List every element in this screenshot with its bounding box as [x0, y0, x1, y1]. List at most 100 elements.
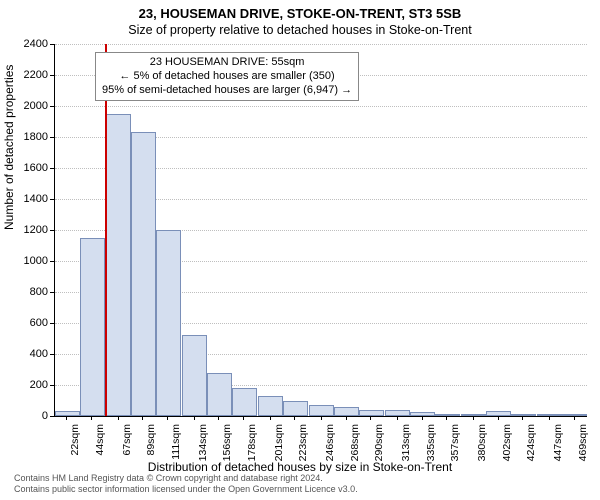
x-tick-mark	[194, 416, 195, 420]
annotation-line2: ← 5% of detached houses are smaller (350…	[102, 70, 352, 84]
gridline	[55, 106, 587, 107]
histogram-bar	[511, 414, 536, 416]
x-tick-label: 313sqm	[400, 424, 412, 464]
x-tick-label: 402sqm	[501, 424, 513, 464]
y-tick-mark	[50, 323, 54, 324]
y-tick-mark	[50, 106, 54, 107]
x-tick-mark	[66, 416, 67, 420]
histogram-bar	[207, 373, 232, 416]
footer-line2: Contains public sector information licen…	[14, 484, 358, 494]
histogram-bar	[80, 238, 105, 416]
histogram-bar	[232, 388, 257, 416]
histogram-bar	[435, 414, 460, 416]
histogram-bar	[537, 414, 562, 416]
x-tick-mark	[218, 416, 219, 420]
x-tick-label: 424sqm	[525, 424, 537, 464]
gridline	[55, 44, 587, 45]
x-tick-mark	[91, 416, 92, 420]
x-tick-mark	[473, 416, 474, 420]
x-tick-mark	[574, 416, 575, 420]
x-tick-mark	[346, 416, 347, 420]
x-tick-mark	[243, 416, 244, 420]
y-tick-mark	[50, 168, 54, 169]
y-tick-label: 400	[8, 348, 48, 360]
annotation-line1: 23 HOUSEMAN DRIVE: 55sqm	[102, 56, 352, 70]
x-tick-mark	[498, 416, 499, 420]
histogram-bar	[486, 411, 511, 416]
footer-line1: Contains HM Land Registry data © Crown c…	[14, 473, 358, 483]
annotation-box: 23 HOUSEMAN DRIVE: 55sqm ← 5% of detache…	[95, 52, 359, 101]
y-tick-mark	[50, 292, 54, 293]
y-tick-label: 1800	[8, 131, 48, 143]
chart-title: 23, HOUSEMAN DRIVE, STOKE-ON-TRENT, ST3 …	[0, 6, 600, 21]
x-tick-label: 268sqm	[349, 424, 361, 464]
x-tick-label: 156sqm	[221, 424, 233, 464]
histogram-bar	[283, 401, 308, 417]
y-tick-label: 2000	[8, 100, 48, 112]
y-tick-mark	[50, 199, 54, 200]
x-tick-label: 89sqm	[145, 424, 157, 464]
histogram-bar	[562, 414, 587, 416]
y-tick-mark	[50, 230, 54, 231]
x-tick-mark	[321, 416, 322, 420]
x-tick-label: 357sqm	[449, 424, 461, 464]
x-tick-label: 290sqm	[373, 424, 385, 464]
x-tick-mark	[370, 416, 371, 420]
chart-subtitle: Size of property relative to detached ho…	[0, 23, 600, 37]
histogram-bar	[385, 410, 410, 416]
histogram-bar	[182, 335, 207, 416]
y-tick-label: 200	[8, 379, 48, 391]
x-tick-mark	[446, 416, 447, 420]
y-axis-label: Number of detached properties	[2, 65, 16, 230]
x-tick-mark	[270, 416, 271, 420]
x-tick-mark	[294, 416, 295, 420]
y-tick-label: 1000	[8, 255, 48, 267]
histogram-bar	[461, 414, 486, 416]
footer-attribution: Contains HM Land Registry data © Crown c…	[14, 473, 358, 494]
x-tick-label: 246sqm	[324, 424, 336, 464]
x-tick-label: 447sqm	[552, 424, 564, 464]
histogram-bar	[131, 132, 156, 416]
x-tick-mark	[142, 416, 143, 420]
x-tick-mark	[422, 416, 423, 420]
y-tick-mark	[50, 261, 54, 262]
x-tick-label: 380sqm	[476, 424, 488, 464]
x-tick-label: 22sqm	[69, 424, 81, 464]
x-tick-mark	[522, 416, 523, 420]
x-tick-label: 111sqm	[170, 424, 182, 464]
y-tick-mark	[50, 75, 54, 76]
x-tick-label: 178sqm	[246, 424, 258, 464]
x-tick-mark	[397, 416, 398, 420]
y-tick-label: 0	[8, 410, 48, 422]
y-tick-label: 600	[8, 317, 48, 329]
y-tick-label: 1600	[8, 162, 48, 174]
y-tick-mark	[50, 44, 54, 45]
plot-area: 23 HOUSEMAN DRIVE: 55sqm ← 5% of detache…	[54, 44, 587, 417]
annotation-line3: 95% of semi-detached houses are larger (…	[102, 84, 352, 98]
x-tick-mark	[118, 416, 119, 420]
y-tick-label: 2200	[8, 69, 48, 81]
x-tick-label: 44sqm	[94, 424, 106, 464]
histogram-bar	[156, 230, 181, 416]
x-tick-label: 134sqm	[197, 424, 209, 464]
histogram-bar	[106, 114, 131, 416]
y-tick-label: 800	[8, 286, 48, 298]
histogram-bar	[359, 410, 384, 416]
y-tick-mark	[50, 385, 54, 386]
histogram-bar	[309, 405, 334, 416]
histogram-bar	[410, 412, 435, 416]
y-tick-mark	[50, 137, 54, 138]
y-tick-label: 1200	[8, 224, 48, 236]
x-tick-mark	[167, 416, 168, 420]
y-tick-label: 2400	[8, 38, 48, 50]
x-tick-label: 469sqm	[577, 424, 589, 464]
histogram-bar	[55, 411, 80, 416]
y-tick-mark	[50, 354, 54, 355]
x-tick-label: 223sqm	[297, 424, 309, 464]
x-tick-label: 201sqm	[273, 424, 285, 464]
x-tick-mark	[549, 416, 550, 420]
y-tick-mark	[50, 416, 54, 417]
x-tick-label: 335sqm	[425, 424, 437, 464]
x-tick-label: 67sqm	[121, 424, 133, 464]
histogram-bar	[334, 407, 359, 416]
